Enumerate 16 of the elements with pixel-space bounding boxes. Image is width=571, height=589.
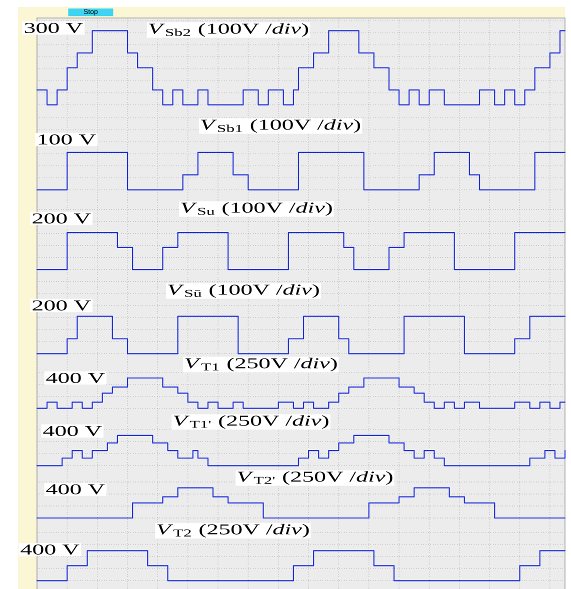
- text: 100 V: [38, 134, 96, 145]
- chart-title: V$_{Sū}$ (100V /div): [168, 284, 319, 298]
- chart-title: V$_{T1'}$ (250V /div): [174, 415, 328, 429]
- annotation: 400 V: [20, 544, 80, 555]
- chart-title: V$_{T1}$ (250V /div): [185, 358, 337, 372]
- chart-title: V$_{T2}$ (250V /div): [157, 524, 309, 538]
- annotation: 400 V: [46, 484, 105, 494]
- annotation: 400 V: [46, 372, 105, 384]
- text: 200 V: [32, 300, 91, 311]
- chart-title: V$_{Su}$ (100V /div): [181, 202, 332, 216]
- chart-title: V$_{Sb2}$ (100V /div): [149, 23, 308, 37]
- text: 200 V: [32, 213, 91, 224]
- annotation: 400 V: [43, 426, 102, 436]
- chart-title: V$_{Sb1}$ (100V /div): [201, 119, 360, 133]
- annotation: 300 V: [24, 22, 83, 34]
- chart-title: V$_{T2'}$ (250V /div): [238, 471, 392, 485]
